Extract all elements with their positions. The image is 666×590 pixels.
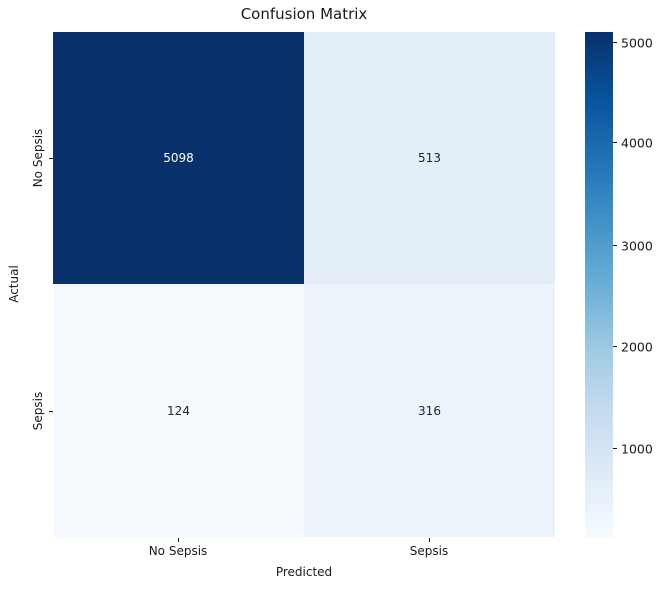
cell-value: 316 [418,403,441,418]
colorbar-tick [613,42,617,43]
heatmap-grid: 5098 513 124 316 [53,32,555,537]
colorbar-tick [613,142,617,143]
x-axis-tick [429,538,430,542]
x-axis-title: Predicted [275,565,333,579]
heatmap-cell-tp: 316 [304,284,555,537]
chart-title: Confusion Matrix [240,5,368,23]
cell-value: 513 [418,151,441,165]
cell-value: 5098 [163,151,194,165]
y-axis-tick [49,158,53,159]
x-tick-label-no-sepsis: No Sepsis [148,544,208,558]
y-tick-label-no-sepsis: No Sepsis [31,128,45,188]
colorbar-tick-label-3000: 3000 [621,238,653,254]
heatmap-cell-fn: 124 [53,284,304,537]
colorbar-tick-label-1000: 1000 [621,441,653,457]
colorbar-tick [613,245,617,246]
x-tick-label-sepsis: Sepsis [409,544,449,558]
colorbar-tick-label-5000: 5000 [621,35,653,51]
y-tick-label-sepsis: Sepsis [31,391,45,431]
colorbar-gradient [585,32,613,538]
y-axis-title: Actual [7,265,21,303]
cell-value: 124 [167,403,190,418]
x-axis-tick [178,538,179,542]
y-axis-tick [49,411,53,412]
colorbar-tick-label-2000: 2000 [621,339,653,355]
heatmap-cell-tn: 5098 [53,32,304,284]
colorbar-tick-label-4000: 4000 [621,135,653,151]
colorbar-tick [613,448,617,449]
heatmap-cell-fp: 513 [304,32,555,284]
colorbar-tick [613,346,617,347]
